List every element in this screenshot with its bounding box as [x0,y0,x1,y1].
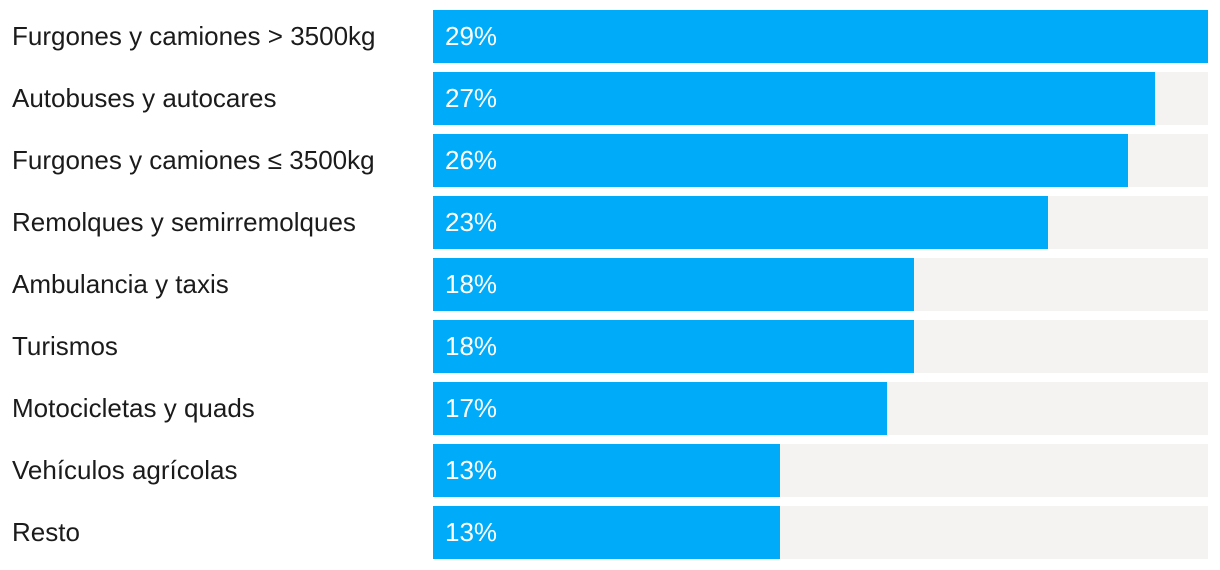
chart-row: Furgones y camiones > 3500kg 29% [0,10,1220,63]
chart-row: Furgones y camiones ≤ 3500kg 26% [0,134,1220,187]
category-label: Vehículos agrícolas [12,456,238,485]
bar-track: 13% [433,506,1208,559]
category-label: Autobuses y autocares [12,84,277,113]
bar-track: 17% [433,382,1208,435]
value-label: 13% [445,455,498,485]
category-label: Resto [12,518,80,547]
chart-row: Autobuses y autocares 27% [0,72,1220,125]
bar: 27% [433,72,1155,125]
bar-track: 26% [433,134,1208,187]
bar-track: 18% [433,320,1208,373]
bar: 29% [433,10,1208,63]
value-label: 18% [445,331,498,361]
chart-row: Remolques y semirremolques 23% [0,196,1220,249]
category-label: Furgones y camiones ≤ 3500kg [12,146,375,175]
bar-track: 27% [433,72,1208,125]
bar: 23% [433,196,1048,249]
bar-track: 13% [433,444,1208,497]
chart-row: Resto 13% [0,506,1220,559]
bar: 13% [433,506,781,559]
bar-track: 29% [433,10,1208,63]
category-label: Furgones y camiones > 3500kg [12,22,376,51]
chart-row: Motocicletas y quads 17% [0,382,1220,435]
bar-track: 18% [433,258,1208,311]
category-label: Turismos [12,332,118,361]
bar: 17% [433,382,888,435]
category-label: Remolques y semirremolques [12,208,356,237]
bar: 18% [433,258,915,311]
chart-row: Turismos 18% [0,320,1220,373]
value-label: 29% [445,21,498,51]
bar-track: 23% [433,196,1208,249]
bar: 18% [433,320,915,373]
value-label: 18% [445,269,498,299]
bar: 26% [433,134,1128,187]
value-label: 17% [445,393,498,423]
chart-row: Vehículos agrícolas 13% [0,444,1220,497]
value-label: 23% [445,207,498,237]
value-label: 13% [445,517,498,547]
chart-row: Ambulancia y taxis 18% [0,258,1220,311]
value-label: 26% [445,145,498,175]
category-label: Motocicletas y quads [12,394,255,423]
category-label: Ambulancia y taxis [12,270,229,299]
bar: 13% [433,444,781,497]
value-label: 27% [445,83,498,113]
